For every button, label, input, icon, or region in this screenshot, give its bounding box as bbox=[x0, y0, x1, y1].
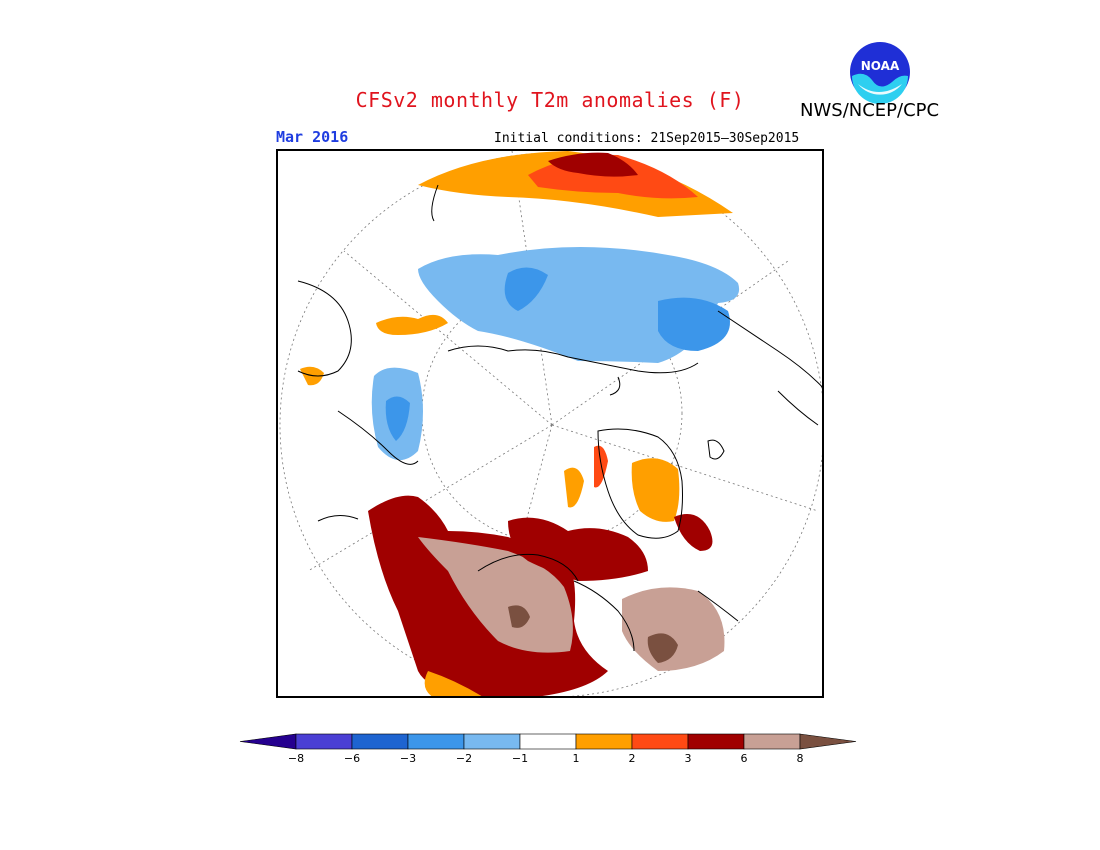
legend-swatch bbox=[351, 733, 409, 750]
legend-tick-label: 1 bbox=[573, 752, 580, 765]
initial-conditions-label: Initial conditions: 21Sep2015–30Sep2015 bbox=[494, 131, 800, 146]
legend-arrow-right bbox=[799, 733, 857, 750]
agency-label: NWS/NCEP/CPC bbox=[800, 100, 940, 121]
polar-map-frame bbox=[276, 149, 824, 698]
legend-swatch bbox=[743, 733, 801, 750]
anomaly-warm-greenland bbox=[622, 458, 725, 671]
anomaly-warm-north bbox=[418, 151, 733, 217]
polar-anomaly-map bbox=[279, 151, 822, 696]
legend-tick-label: −8 bbox=[288, 752, 304, 765]
legend-swatch bbox=[519, 733, 577, 750]
legend-swatch bbox=[631, 733, 689, 750]
legend-tick-label: 3 bbox=[685, 752, 692, 765]
coastlines bbox=[297, 184, 822, 652]
valid-month-label: Mar 2016 bbox=[276, 128, 349, 146]
anomaly-warm-arctic bbox=[508, 445, 648, 581]
legend-tick-label: 2 bbox=[629, 752, 636, 765]
noaa-logo: NOAA bbox=[850, 42, 910, 104]
chart-title: CFSv2 monthly T2m anomalies (F) bbox=[355, 88, 745, 112]
svg-text:NOAA: NOAA bbox=[861, 59, 900, 73]
legend-tick-label: −6 bbox=[344, 752, 360, 765]
legend-tick-label: 6 bbox=[741, 752, 748, 765]
color-legend: −8 −6 −3 −2 −1 1 2 3 6 8 bbox=[239, 733, 857, 765]
legend-swatch bbox=[575, 733, 633, 750]
legend-swatch bbox=[407, 733, 465, 750]
legend-arrow-left bbox=[239, 733, 297, 750]
anomaly-warm-spots bbox=[300, 314, 448, 386]
legend-swatch bbox=[295, 733, 353, 750]
legend-tick-label: −2 bbox=[456, 752, 472, 765]
legend-tick-label: 8 bbox=[797, 752, 804, 765]
anomaly-cold-eurasia bbox=[371, 247, 740, 461]
legend-swatch bbox=[687, 733, 745, 750]
legend-tick-label: −3 bbox=[400, 752, 416, 765]
legend-swatch bbox=[463, 733, 521, 750]
anomaly-warm-north-america bbox=[368, 495, 608, 696]
legend-tick-label: −1 bbox=[512, 752, 528, 765]
